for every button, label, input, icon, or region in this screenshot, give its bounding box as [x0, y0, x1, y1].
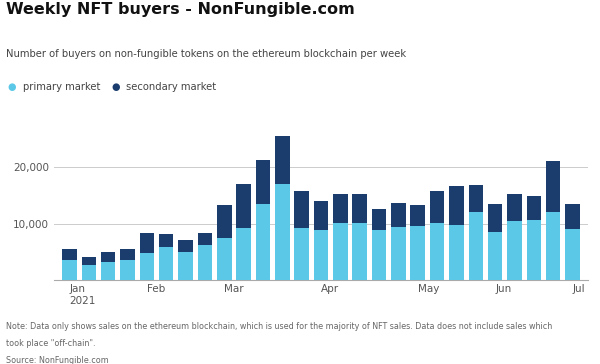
Bar: [62, 249, 77, 261]
Bar: [256, 160, 270, 204]
Bar: [120, 249, 135, 261]
Bar: [236, 228, 251, 280]
Bar: [507, 194, 522, 221]
Bar: [101, 262, 115, 280]
Bar: [197, 233, 212, 245]
Bar: [430, 222, 445, 280]
Bar: [295, 228, 309, 280]
Bar: [507, 221, 522, 280]
Bar: [333, 194, 347, 222]
Bar: [410, 205, 425, 226]
Text: ●: ●: [111, 82, 119, 92]
Bar: [391, 203, 406, 227]
Bar: [391, 227, 406, 280]
Bar: [352, 222, 367, 280]
Bar: [410, 226, 425, 280]
Bar: [314, 230, 328, 280]
Bar: [101, 252, 115, 262]
Bar: [275, 184, 290, 280]
Bar: [449, 225, 464, 280]
Text: took place "off-chain".: took place "off-chain".: [6, 339, 95, 348]
Bar: [430, 191, 445, 222]
Bar: [217, 238, 232, 280]
Bar: [527, 196, 541, 220]
Bar: [217, 205, 232, 238]
Bar: [488, 204, 502, 232]
Bar: [314, 201, 328, 230]
Bar: [565, 229, 580, 280]
Bar: [527, 220, 541, 280]
Bar: [159, 248, 173, 280]
Text: Number of buyers on non-fungible tokens on the ethereum blockchain per week: Number of buyers on non-fungible tokens …: [6, 49, 406, 59]
Bar: [197, 245, 212, 280]
Bar: [352, 194, 367, 222]
Bar: [82, 265, 96, 280]
Bar: [178, 252, 193, 280]
Bar: [159, 234, 173, 248]
Bar: [62, 261, 77, 280]
Bar: [295, 191, 309, 228]
Bar: [140, 253, 154, 280]
Bar: [275, 136, 290, 184]
Bar: [546, 161, 560, 212]
Bar: [488, 232, 502, 280]
Text: Source: NonFungible.com: Source: NonFungible.com: [6, 356, 109, 364]
Bar: [469, 212, 483, 280]
Bar: [449, 186, 464, 225]
Text: secondary market: secondary market: [126, 82, 216, 92]
Bar: [546, 212, 560, 280]
Bar: [140, 233, 154, 253]
Bar: [256, 204, 270, 280]
Text: primary market: primary market: [23, 82, 100, 92]
Bar: [82, 257, 96, 265]
Bar: [236, 184, 251, 228]
Text: Note: Data only shows sales on the ethereum blockchain, which is used for the ma: Note: Data only shows sales on the ether…: [6, 322, 552, 331]
Bar: [469, 185, 483, 212]
Bar: [372, 209, 386, 230]
Bar: [565, 204, 580, 229]
Text: Weekly NFT buyers - NonFungible.com: Weekly NFT buyers - NonFungible.com: [6, 2, 355, 17]
Bar: [120, 261, 135, 280]
Bar: [178, 240, 193, 252]
Bar: [333, 222, 347, 280]
Bar: [372, 230, 386, 280]
Text: ●: ●: [8, 82, 16, 92]
